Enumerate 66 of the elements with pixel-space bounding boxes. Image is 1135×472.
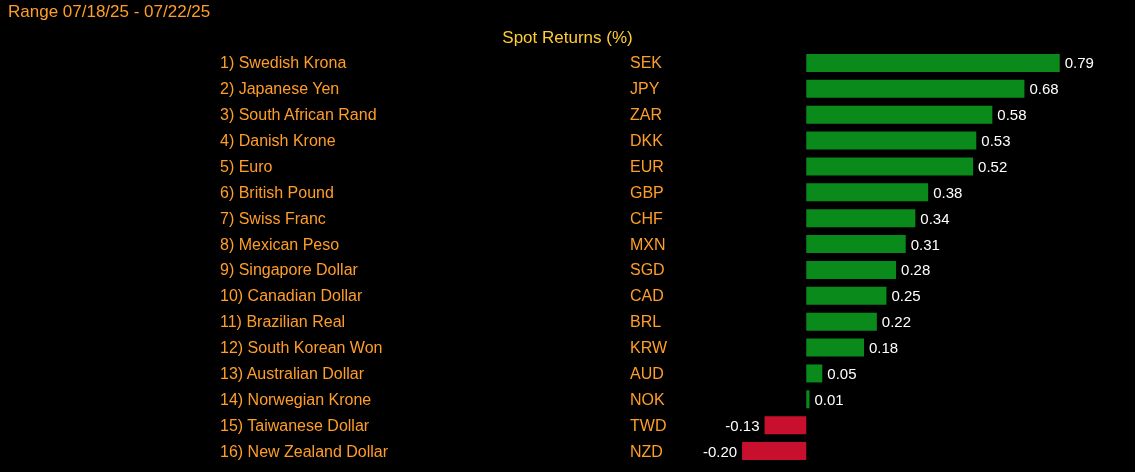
y-tick-label: 15) Taiwanese Dollar (220, 416, 370, 434)
y-tick-label: 8) Mexican Peso (220, 235, 340, 253)
bar (806, 53, 1060, 72)
bar (806, 286, 887, 305)
y-tick-label: 11) Brazilian Real (220, 313, 346, 331)
y-tick-label: 16) New Zealand Dollar (220, 442, 389, 460)
y-tick-label: 4) Danish Krone (220, 132, 336, 150)
bar (806, 235, 906, 254)
data-label: 0.25 (891, 287, 921, 305)
y-tick-label: 3) South African Rand (220, 106, 377, 124)
text: Spot Returns (%) (502, 28, 633, 47)
data-label: 0.58 (997, 106, 1027, 124)
data-label: 0.53 (981, 132, 1011, 150)
data-label: -0.13 (725, 416, 760, 434)
text: Range 07/18/25 - 07/22/25 (8, 2, 211, 21)
y2-tick-label: DKK (630, 132, 664, 150)
bar (742, 442, 807, 461)
y2-tick-label: JPY (630, 80, 660, 98)
data-label: 0.79 (1064, 54, 1094, 72)
y2-tick-label: TWD (630, 416, 667, 434)
y2-tick-label: AUD (630, 364, 664, 382)
y2-tick-label: NOK (630, 390, 665, 408)
bar (806, 183, 929, 202)
y2-tick-label: BRL (630, 313, 662, 331)
y-tick-label: 7) Swiss Franc (220, 209, 326, 227)
y2-tick-label: SGD (630, 261, 665, 279)
y-tick-label: 14) Norwegian Krone (220, 390, 372, 408)
data-label: 0.22 (881, 313, 912, 331)
y-tick-label: 9) Singapore Dollar (220, 261, 359, 279)
y2-tick-label: CHF (630, 209, 664, 227)
data-label: 0.28 (901, 261, 931, 279)
data-label: 0.18 (869, 339, 899, 357)
y-tick-label: 10) Canadian Dollar (220, 287, 363, 305)
bar (806, 209, 916, 228)
bar (806, 338, 865, 357)
y2-tick-label: NZD (630, 442, 663, 460)
data-label: 0.31 (910, 235, 940, 253)
y-tick-label: 2) Japanese Yen (220, 80, 340, 98)
bar (806, 260, 897, 279)
bar (806, 157, 974, 176)
y-tick-label: 12) South Korean Won (220, 339, 383, 357)
y2-tick-label: CAD (630, 287, 664, 305)
y2-tick-label: EUR (630, 157, 664, 175)
data-label: 0.52 (978, 157, 1008, 175)
data-label: 0.05 (827, 364, 857, 382)
bar (806, 390, 810, 409)
y2-tick-label: MXN (630, 235, 666, 253)
y2-tick-label: KRW (630, 339, 668, 357)
y-tick-label: 5) Euro (220, 157, 273, 175)
bar (806, 105, 993, 124)
y-tick-label: 1) Swedish Krona (220, 54, 347, 72)
y2-tick-label: GBP (630, 183, 664, 201)
bar (806, 131, 977, 150)
data-label: 0.34 (920, 209, 950, 227)
y-tick-label: 6) British Pound (220, 183, 334, 201)
bar (764, 416, 807, 435)
data-label: 0.38 (933, 183, 963, 201)
bar (806, 312, 877, 331)
y-tick-label: 13) Australian Dollar (220, 364, 365, 382)
bar (806, 364, 823, 383)
bar (806, 79, 1025, 98)
data-label: 0.68 (1029, 80, 1059, 98)
y2-tick-label: SEK (630, 54, 663, 72)
data-label: 0.01 (814, 390, 844, 408)
y2-tick-label: ZAR (630, 106, 662, 124)
data-label: -0.20 (702, 442, 738, 460)
